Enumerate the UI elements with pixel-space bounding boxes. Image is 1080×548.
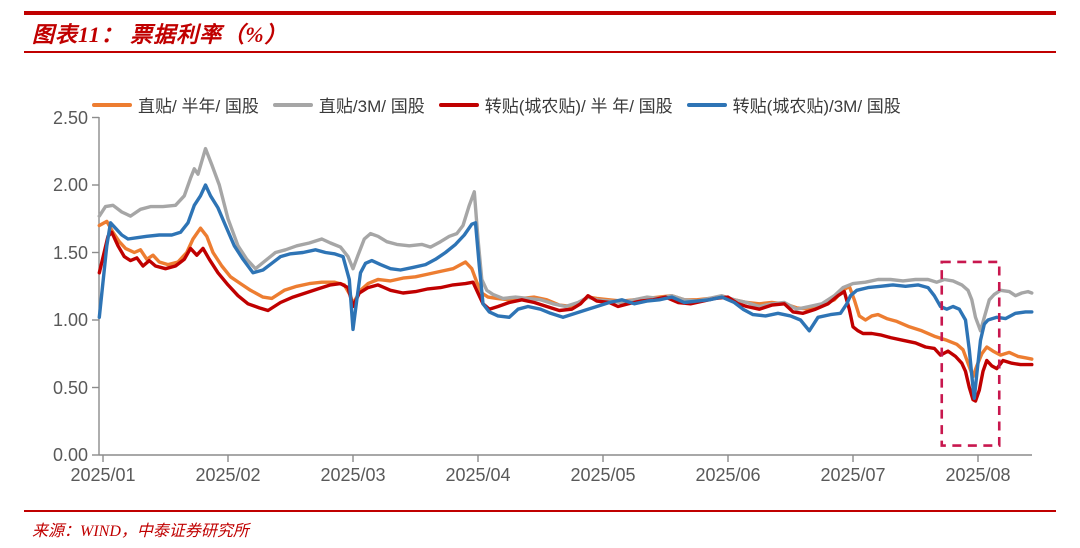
legend-line-swatch xyxy=(438,102,479,107)
legend-item-zhitie-6m-guogu: 直贴/ 半年/ 国股 xyxy=(92,92,259,117)
chart-legend: 直贴/ 半年/ 国股 直贴/3M/ 国股 转贴(城农贴)/ 半 年/ 国股 转贴(城农… xyxy=(92,92,901,117)
legend-line-swatch xyxy=(686,102,727,107)
legend-line-swatch xyxy=(92,102,132,107)
footer-divider xyxy=(24,510,1056,512)
highlight-dashed-box xyxy=(940,260,1001,447)
legend-label: 直贴/3M/ 国股 xyxy=(318,97,425,116)
legend-item-zhitie-3m-guogu: 直贴/3M/ 国股 xyxy=(272,92,425,117)
series-line-zhitie-3m-guogu xyxy=(97,146,1034,333)
legend-item-zhuantie-3m-guogu: 转贴(城农贴)/3M/ 国股 xyxy=(686,92,901,117)
top-divider xyxy=(24,11,1056,15)
series-line-zhuantie-3m-guogu xyxy=(97,183,1034,400)
figure-title: 图表11： 票据利率（%） xyxy=(32,22,288,47)
source-note: 来源：WIND，中泰证券研究所 xyxy=(32,523,249,540)
legend-label: 直贴/ 半年/ 国股 xyxy=(138,97,259,116)
title-divider xyxy=(24,51,1056,53)
legend-line-swatch xyxy=(272,102,313,107)
legend-label: 转贴(城农贴)/3M/ 国股 xyxy=(732,97,901,116)
series-line-zhuantie-6m-guogu xyxy=(97,230,1034,403)
legend-item-zhuantie-6m-guogu: 转贴(城农贴)/ 半 年/ 国股 xyxy=(438,92,673,117)
legend-label: 转贴(城农贴)/ 半 年/ 国股 xyxy=(484,97,673,116)
